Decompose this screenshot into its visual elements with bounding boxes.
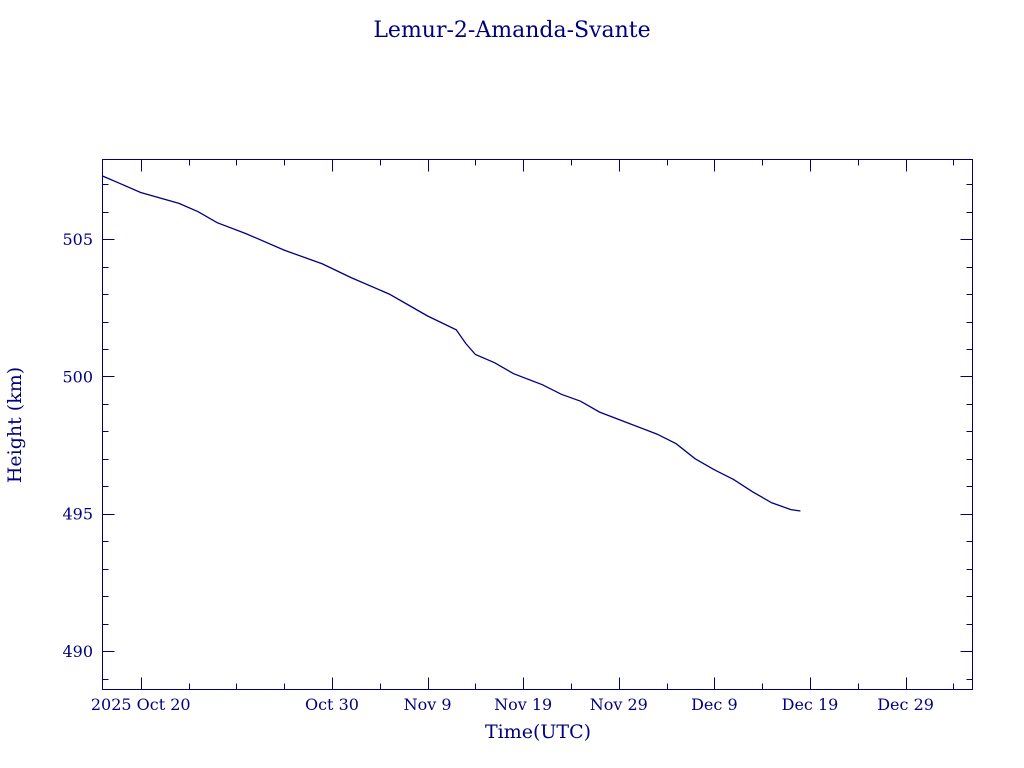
x-tick-label: Nov 19 — [494, 695, 552, 714]
y-tick-label: 505 — [62, 230, 93, 249]
y-axis-label: Height (km) — [4, 367, 26, 483]
series-line — [102, 175, 801, 512]
y-tick-label: 490 — [62, 642, 93, 661]
x-tick-label: Dec 19 — [782, 695, 839, 714]
x-axis-label: Time(UTC) — [485, 721, 591, 743]
y-tick-labels: 490 495 500 505 — [62, 230, 93, 661]
y-tick-label: 495 — [62, 505, 93, 524]
x-tick-label: Dec 9 — [691, 695, 738, 714]
x-tick-labels: 2025 Oct 20 Oct 30 Nov 9 Nov 19 Nov 29 Dec 9 D… — [91, 695, 934, 714]
x-tick-label: 2025 Oct 20 — [91, 695, 191, 714]
plot-frame — [102, 159, 973, 690]
x-tick-label: Oct 30 — [305, 695, 359, 714]
x-tick-label: Dec 29 — [877, 695, 934, 714]
axis-ticks — [102, 159, 973, 690]
y-tick-label: 500 — [62, 367, 93, 386]
x-tick-label: Nov 29 — [590, 695, 648, 714]
chart-title: Lemur-2-Amanda-Svante — [373, 18, 650, 43]
x-tick-label: Nov 9 — [404, 695, 452, 714]
